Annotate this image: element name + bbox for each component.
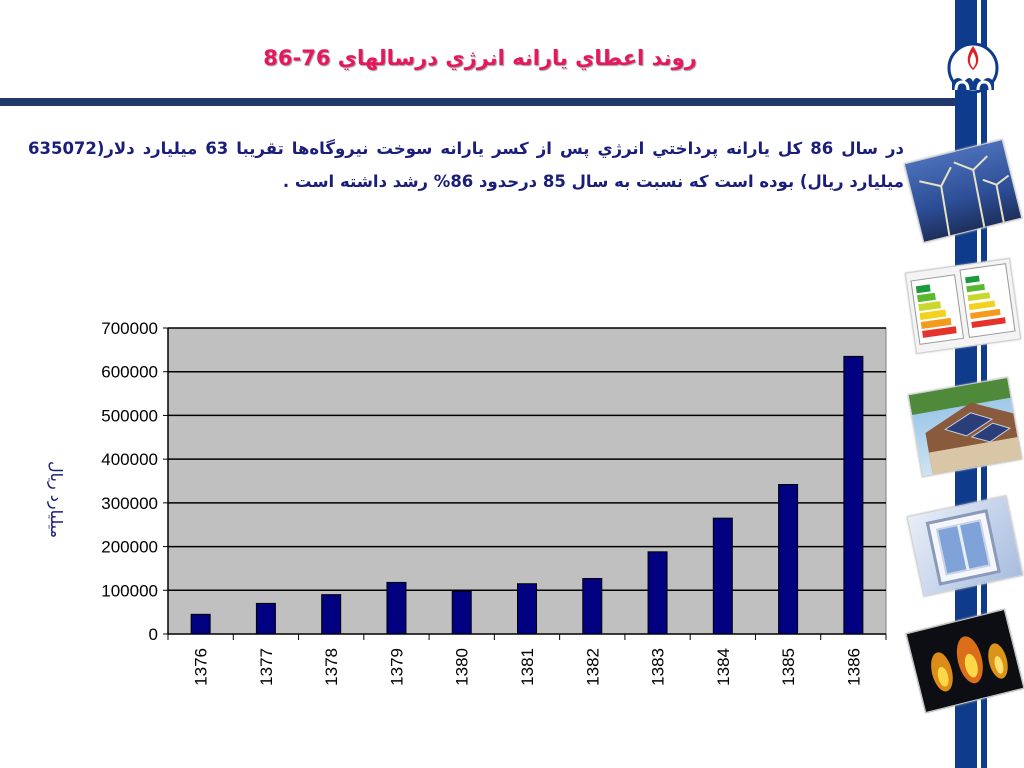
company-logo-icon [947, 42, 999, 94]
energy-label-image [904, 258, 1022, 354]
bar-1376 [190, 613, 211, 635]
x-tick-label: 1378 [322, 648, 341, 686]
bar-1381 [517, 583, 537, 635]
x-tick-label: 1377 [257, 648, 276, 686]
y-tick-label: 700000 [101, 319, 158, 338]
x-tick-label: 1383 [649, 648, 668, 686]
window-frame-image [906, 495, 1024, 597]
bar-1380 [451, 590, 472, 635]
plot-area [167, 327, 887, 635]
y-tick-label: 200000 [101, 538, 158, 557]
slide-title: روند اعطاي يارانه انرژي درسالهاي 76-86 [263, 46, 697, 70]
x-tick-label: 1376 [192, 648, 211, 686]
bar-1378 [321, 594, 342, 635]
y-tick-label: 300000 [101, 494, 158, 513]
bar-1386 [843, 355, 864, 635]
bar-1385 [778, 483, 799, 635]
y-tick-label: 100000 [101, 581, 158, 600]
y-tick-label: 0 [149, 625, 158, 644]
gas-flame-image [905, 608, 1024, 714]
x-tick-label: 1386 [844, 648, 863, 686]
bar-1384 [712, 517, 733, 635]
x-tick-label: 1379 [387, 648, 406, 686]
x-tick-label: 1384 [714, 648, 733, 686]
y-tick-label: 500000 [101, 406, 158, 425]
body-text: در سال 86 كل يارانه پرداختي انرژي پس از … [28, 139, 904, 191]
y-tick-label: 400000 [101, 450, 158, 469]
x-tick-label: 1381 [518, 648, 537, 686]
x-tick-label: 1382 [583, 648, 602, 686]
bar-chart: 0 100000 200000 300000 400000 500000 600000 700… [101, 319, 887, 686]
wind-turbines-image [903, 138, 1023, 244]
bar-1379 [386, 581, 407, 635]
bar-1382 [582, 577, 603, 635]
bar-1377 [255, 602, 276, 635]
axis-title: ميليارد ريال [47, 461, 66, 539]
bar-1383 [647, 551, 668, 635]
solar-roof-image [907, 376, 1023, 478]
title-divider [0, 98, 960, 106]
y-tick-label: 600000 [101, 363, 158, 382]
x-tick-label: 1385 [779, 648, 798, 686]
x-tick-label: 1380 [453, 648, 472, 686]
